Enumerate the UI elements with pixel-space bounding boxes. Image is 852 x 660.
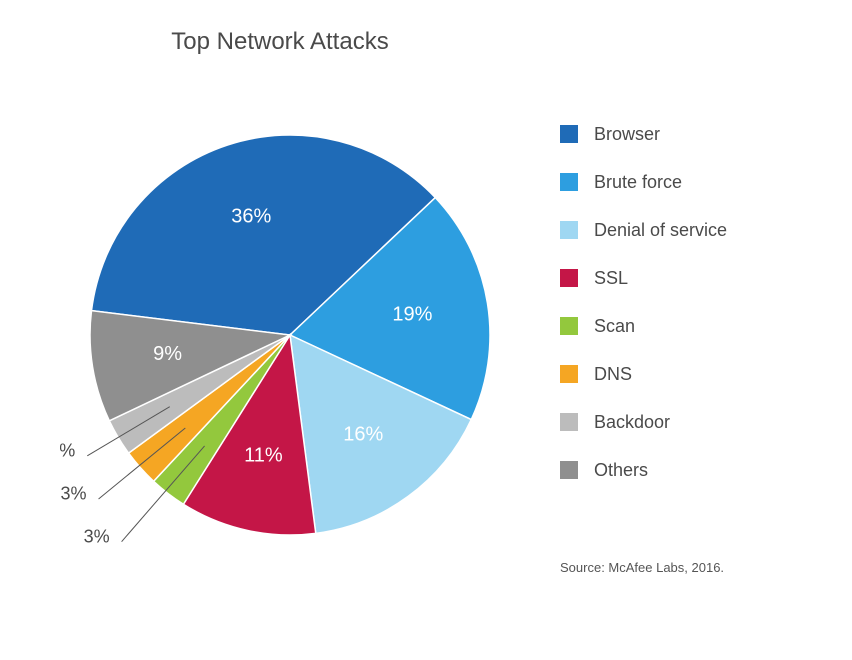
legend-item: SSL — [560, 254, 727, 302]
slice-label: 9% — [153, 343, 182, 365]
legend-item: Others — [560, 446, 727, 494]
slice-label: 19% — [392, 303, 432, 325]
slice-label: 3% — [84, 526, 110, 546]
legend-item: Brute force — [560, 158, 727, 206]
legend-swatch — [560, 221, 578, 239]
legend: Browser Brute force Denial of service SSL Sc… — [560, 110, 727, 494]
legend-label: Brute force — [594, 172, 682, 193]
legend-swatch — [560, 461, 578, 479]
legend-item: Browser — [560, 110, 727, 158]
slice-label: 3% — [61, 484, 87, 504]
slice-label: 11% — [244, 444, 283, 466]
legend-label: Others — [594, 460, 648, 481]
legend-swatch — [560, 125, 578, 143]
legend-item: Scan — [560, 302, 727, 350]
legend-label: SSL — [594, 268, 628, 289]
slice-label: 3% — [60, 441, 75, 461]
legend-item: Denial of service — [560, 206, 727, 254]
legend-swatch — [560, 173, 578, 191]
legend-label: Denial of service — [594, 220, 727, 241]
legend-label: Scan — [594, 316, 635, 337]
legend-label: Browser — [594, 124, 660, 145]
legend-swatch — [560, 269, 578, 287]
legend-item: DNS — [560, 350, 727, 398]
legend-swatch — [560, 365, 578, 383]
pie-chart: 36% 19% 16% 11% 9% 3% 3% 3% — [60, 85, 500, 545]
slice-label: 16% — [343, 423, 383, 445]
legend-swatch — [560, 413, 578, 431]
chart-title: Top Network Attacks — [0, 28, 560, 56]
legend-label: DNS — [594, 364, 632, 385]
legend-item: Backdoor — [560, 398, 727, 446]
legend-swatch — [560, 317, 578, 335]
legend-label: Backdoor — [594, 412, 670, 433]
source-text: Source: McAfee Labs, 2016. — [560, 560, 724, 575]
slice-label: 36% — [231, 205, 271, 227]
